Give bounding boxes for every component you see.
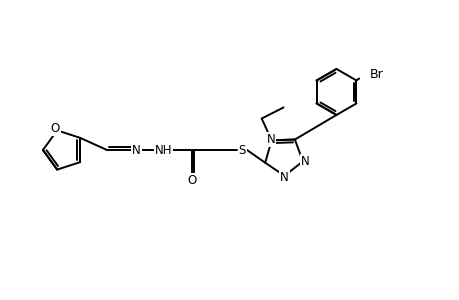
- Text: N: N: [132, 143, 141, 157]
- Text: O: O: [187, 174, 196, 188]
- Text: N: N: [266, 133, 274, 146]
- Text: S: S: [238, 143, 246, 157]
- Text: N: N: [280, 171, 288, 184]
- Text: O: O: [50, 122, 60, 135]
- Text: Br: Br: [369, 68, 383, 81]
- Text: NH: NH: [154, 143, 172, 157]
- Text: N: N: [300, 155, 308, 168]
